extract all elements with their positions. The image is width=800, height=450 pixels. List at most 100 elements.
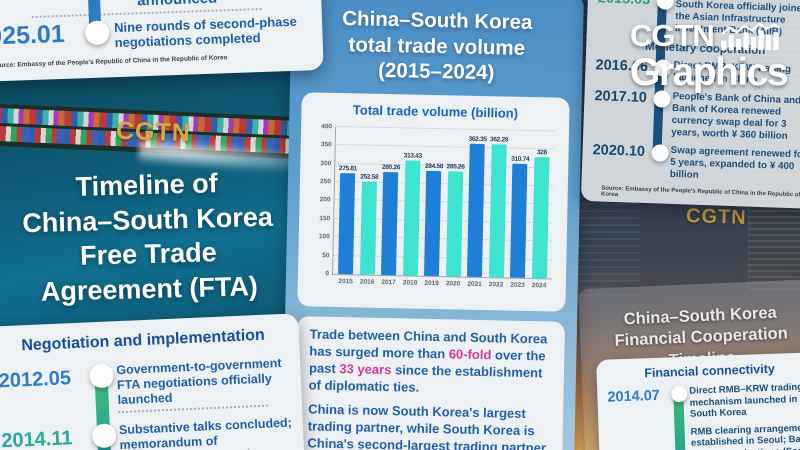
bar-value-label: 362.29 (489, 135, 509, 144)
x-axis-tick-label: 2020 (445, 280, 461, 288)
timeline-marker-spacer (671, 426, 691, 427)
bar-slot: 328 2024 (531, 131, 550, 289)
y-axis-tick-label: 250 (320, 178, 332, 186)
bar-2015 (338, 172, 356, 275)
fta-main-title: Timeline of China–South Korea Free Trade… (21, 168, 274, 307)
y-axis-tick-label: 400 (321, 123, 333, 131)
timeline-entry: 2025.01 Nine rounds of second-phase nego… (0, 14, 305, 56)
bar-slot: 275.81 2015 (338, 127, 357, 285)
bar-2020 (445, 171, 463, 277)
fta-top-card: announced 2025.01 Nine rounds of second-… (0, 0, 324, 83)
x-axis-tick-label: 2023 (510, 281, 525, 289)
timeline-year: 2025.01 (0, 19, 66, 52)
cgtn-watermark: CGTN (685, 204, 748, 230)
timeline-entry: RMB clearing arrangement established in … (609, 422, 800, 450)
bar-chart-logo-icon (720, 22, 781, 50)
timeline: 2014.07 Direct RMB–KRW trading mechanism… (607, 381, 800, 450)
x-axis-tick-label: 2016 (359, 278, 375, 286)
x-axis-tick-label: 2018 (402, 279, 418, 287)
highlighted-text: 60-fold (448, 346, 492, 363)
card-header: Negotiation and implementation (21, 326, 266, 355)
bar-2019 (424, 171, 442, 277)
card-header: Financial connectivity (644, 361, 776, 381)
bar-2023 (510, 163, 528, 278)
bar-slot: 313.43 2018 (402, 128, 422, 287)
x-axis-tick-label: 2017 (381, 278, 396, 287)
x-axis-tick-label: 2024 (531, 281, 547, 290)
timeline-marker (671, 385, 688, 403)
timeline-year: 2014.07 (607, 387, 661, 406)
bar-value-label: 362.35 (468, 135, 487, 143)
bar-2017 (381, 171, 399, 276)
bar-value-label: 280.26 (381, 163, 401, 172)
timeline: 2012.05 Government-to-government FTA neg… (0, 356, 295, 450)
bar-value-label: 284.58 (424, 163, 444, 171)
bar-value-label: 310.74 (511, 155, 530, 163)
timeline-entry: 2014.07 Direct RMB–KRW trading mechanism… (607, 381, 800, 423)
logo-graphics-text: Graphics (630, 51, 789, 94)
timeline-marker (656, 0, 674, 10)
cgtn-graphics-logo: CGTN Graphics (630, 18, 789, 94)
timeline-text: Swap agreement renewed for 5 years, expa… (669, 145, 800, 182)
timeline-marker (84, 20, 110, 46)
source-note: Source: Embassy of the People's Republic… (600, 185, 800, 199)
bar-2018 (402, 160, 421, 276)
panel-title: China–South Korea total trade volume (20… (342, 7, 533, 85)
bar-series: 275.81 2015 252.58 2016 280.26 2017 313.43 2018… (333, 127, 555, 289)
logo-cgtn-text: CGTN (630, 18, 715, 53)
timeline-year: 2020.10 (592, 142, 646, 161)
timeline-entry: 2014.11 Substantive talks concluded; mem… (1, 416, 295, 450)
summary-paragraph: China is now South Korea's largest tradi… (307, 401, 550, 450)
timeline-year: 2015.03 (598, 0, 655, 8)
x-axis-tick-label: 2021 (467, 280, 482, 288)
timeline-marker (89, 363, 115, 389)
highlighted-text: 33 years (339, 360, 392, 377)
source-note: Source: Embassy of the People's Republic… (0, 53, 228, 70)
summary-card: Trade between China and South Korea has … (293, 316, 566, 450)
bar-2021 (467, 143, 486, 277)
timeline-text: Substantive talks concluded; memorandum … (118, 415, 293, 450)
bar-value-label: 285.26 (446, 163, 465, 171)
bar-slot: 252.58 2016 (359, 127, 379, 286)
y-axis-tick-label: 0 (325, 270, 330, 278)
timeline-text: Government-to-government FTA negotiation… (116, 356, 282, 407)
bar-value-label: 252.58 (360, 173, 379, 181)
y-axis-tick-label: 150 (319, 214, 331, 223)
chart-plot: 0 50 100 150 200 250 300 350 400 275.81 2015 252.58… (319, 123, 556, 289)
timeline-marker (650, 144, 669, 163)
bar-2024 (531, 157, 550, 279)
chart-card: Total trade volume (billion) 0 50 100 150 20… (297, 92, 570, 312)
bar-slot: 362.29 2022 (488, 130, 509, 288)
chart-title: Total trade volume (billion) (352, 102, 519, 121)
financial-connectivity-card: Financial connectivity 2014.07 Direct RM… (596, 352, 800, 450)
bar-value-label: 313.43 (403, 152, 422, 160)
bar-2016 (359, 181, 377, 275)
timeline-year (609, 427, 671, 431)
y-axis-tick-label: 100 (318, 233, 330, 241)
timeline-year: 2012.05 (0, 367, 72, 393)
timeline-text: Direct RMB–KRW trading mechanism launche… (689, 381, 800, 420)
x-axis-tick-label: 2022 (488, 281, 504, 289)
timeline-year: 2014.11 (0, 427, 73, 450)
fta-negotiation-card: Negotiation and implementation 2012.05 G… (0, 313, 306, 450)
clipped-text: announced (137, 0, 303, 9)
trade-volume-panel: China–South Korea total trade volume (20… (282, 0, 584, 450)
bar-slot: 280.26 2017 (381, 128, 401, 286)
timeline-entry: 2020.10 Swap agreement renewed for 5 yea… (592, 143, 800, 186)
cgtn-watermark: CGTN (115, 116, 192, 148)
x-axis-tick-label: 2019 (424, 279, 439, 288)
y-axis-tick-label: 200 (319, 196, 331, 204)
bar-value-label: 328 (536, 149, 547, 157)
summary-paragraph: Trade between China and South Korea has … (308, 326, 551, 399)
bar-slot: 362.35 2021 (467, 130, 487, 288)
timeline-text: People's Bank of China and Bank of Korea… (671, 90, 800, 142)
y-axis-tick-label: 300 (320, 159, 332, 167)
y-axis-tick-label: 350 (320, 141, 332, 149)
timeline-text: RMB clearing arrangement established in … (690, 422, 800, 450)
bar-2022 (488, 143, 507, 278)
timeline-entry: 2012.05 Government-to-government FTA neg… (0, 356, 292, 419)
bar-slot: 284.58 2019 (424, 129, 444, 287)
bar-slot: 285.26 2020 (445, 129, 465, 287)
x-axis-tick-label: 2015 (338, 277, 353, 286)
